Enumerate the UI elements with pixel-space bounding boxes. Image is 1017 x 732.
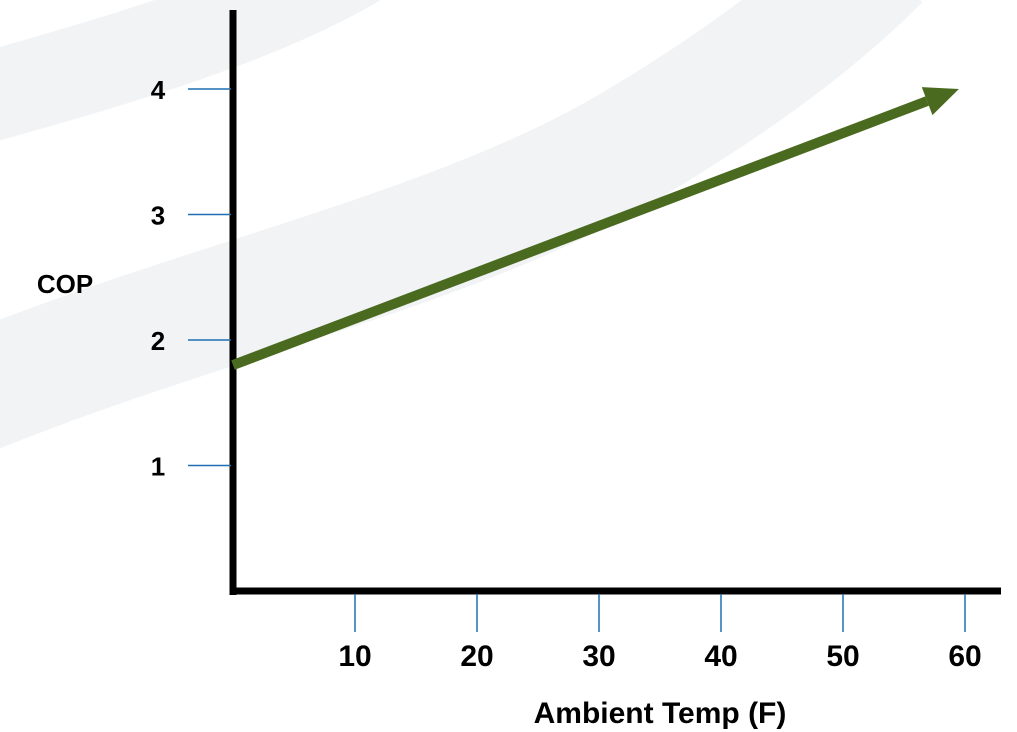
series-line-0 (231, 96, 929, 370)
x-tick-label-60: 60 (948, 640, 981, 673)
y-tick-label-3: 3 (151, 201, 165, 231)
x-tick-label-10: 10 (338, 640, 371, 673)
series-group (231, 87, 959, 370)
x-tick-label-50: 50 (826, 640, 859, 673)
tick-group: 1 2 3 4 10 20 30 40 50 60 (151, 75, 982, 673)
series-arrowhead-0 (921, 87, 959, 116)
y-axis-label: COP (37, 269, 93, 299)
y-tick-label-1: 1 (151, 452, 165, 482)
y-tick-label-4: 4 (151, 75, 166, 105)
background-swoosh (0, 0, 923, 449)
y-tick-label-2: 2 (151, 326, 165, 356)
x-tick-label-40: 40 (704, 640, 737, 673)
x-tick-label-20: 20 (460, 640, 493, 673)
x-tick-label-30: 30 (582, 640, 615, 673)
x-axis-label: Ambient Temp (F) (534, 697, 787, 730)
